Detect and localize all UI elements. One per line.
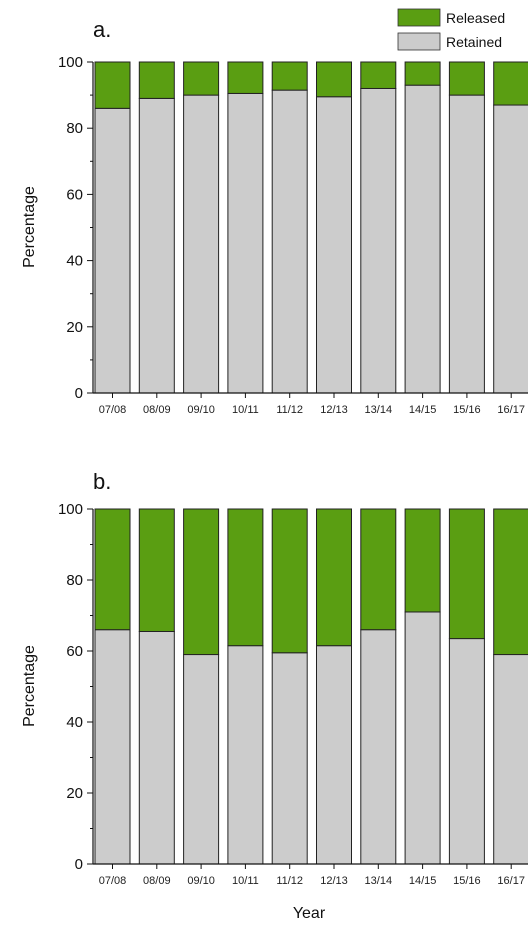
bar-released-16-17 bbox=[493, 61, 528, 106]
y-tick-label: 40 bbox=[66, 714, 83, 731]
bar-retained-07-08 bbox=[94, 107, 131, 394]
x-tick-label: 10/11 bbox=[232, 404, 259, 416]
bar-retained-09-10 bbox=[183, 94, 220, 394]
bar-released-13-14 bbox=[360, 508, 397, 631]
bar-retained-15-16 bbox=[448, 94, 485, 394]
bar-released-11-12 bbox=[271, 508, 308, 654]
bar-released-08-09 bbox=[138, 508, 175, 632]
x-tick-label: 12/13 bbox=[320, 875, 348, 887]
bar-retained-14-15 bbox=[404, 611, 441, 865]
bar-retained-10-11 bbox=[227, 645, 264, 865]
bar-retained-07-08 bbox=[94, 629, 131, 865]
legend: Released Retained bbox=[397, 8, 505, 51]
x-tick-label: 15/16 bbox=[453, 404, 481, 416]
bar-released-07-08 bbox=[94, 61, 131, 109]
x-tick-label: 12/13 bbox=[320, 404, 348, 416]
bar-retained-16-17 bbox=[493, 104, 528, 394]
bar-retained-13-14 bbox=[360, 629, 397, 865]
x-tick-label: 07/08 bbox=[99, 875, 127, 887]
panel-a: a. Percentage 07/08 08/09 09/10 10/11 11/12 12/… bbox=[21, 17, 528, 416]
bar-released-16-17 bbox=[493, 508, 528, 656]
x-tick-label: 14/15 bbox=[409, 875, 437, 887]
x-tick-label: 08/09 bbox=[143, 875, 171, 887]
bar-retained-16-17 bbox=[493, 654, 528, 865]
bar-released-07-08 bbox=[94, 508, 131, 631]
bar-released-08-09 bbox=[138, 61, 175, 99]
bar-released-10-11 bbox=[227, 61, 264, 94]
legend-label-retained: Retained bbox=[446, 34, 502, 50]
y-axis-title: Percentage bbox=[21, 645, 38, 727]
y-tick-label: 100 bbox=[58, 501, 83, 518]
bar-retained-08-09 bbox=[138, 97, 175, 394]
y-tick-label: 80 bbox=[66, 572, 83, 589]
x-tick-label: 16/17 bbox=[497, 875, 525, 887]
x-axis-title: Year bbox=[293, 905, 326, 922]
y-tick-label: 40 bbox=[66, 253, 83, 270]
bar-retained-13-14 bbox=[360, 87, 397, 394]
y-tick-label: 20 bbox=[66, 785, 83, 802]
x-tick-label: 09/10 bbox=[187, 875, 215, 887]
x-tick-label: 13/14 bbox=[365, 404, 393, 416]
bar-retained-11-12 bbox=[271, 89, 308, 394]
bar-released-13-14 bbox=[360, 61, 397, 89]
panel-b: b. Percentage 07/08 08/09 09/10 10/11 11/12 12/… bbox=[21, 469, 528, 922]
panel-title: a. bbox=[93, 17, 111, 42]
bar-retained-10-11 bbox=[227, 92, 264, 394]
bar-retained-12-13 bbox=[316, 645, 352, 865]
y-tick-label: 0 bbox=[75, 856, 83, 873]
x-tick-label: 13/14 bbox=[365, 875, 393, 887]
y-tick-label: 60 bbox=[66, 186, 83, 203]
bar-released-15-16 bbox=[448, 61, 485, 96]
bar-released-14-15 bbox=[404, 508, 441, 613]
y-tick-label: 100 bbox=[58, 54, 83, 71]
bar-released-15-16 bbox=[448, 508, 485, 640]
x-tick-label: 16/17 bbox=[497, 404, 525, 416]
y-tick-label: 0 bbox=[75, 385, 83, 402]
bar-released-12-13 bbox=[316, 61, 352, 98]
bar-released-12-13 bbox=[316, 508, 352, 647]
bar-retained-15-16 bbox=[448, 638, 485, 865]
bar-released-11-12 bbox=[271, 61, 308, 91]
bar-retained-11-12 bbox=[271, 652, 308, 865]
bar-released-09-10 bbox=[183, 508, 220, 656]
x-tick-label: 08/09 bbox=[143, 404, 171, 416]
legend-swatch-retained bbox=[397, 32, 441, 51]
y-tick-label: 20 bbox=[66, 319, 83, 336]
x-tick-label: 15/16 bbox=[453, 875, 481, 887]
legend-swatch-released bbox=[397, 8, 441, 27]
x-tick-label: 10/11 bbox=[232, 875, 259, 887]
x-tick-label: 11/12 bbox=[276, 875, 303, 887]
bar-retained-12-13 bbox=[316, 96, 352, 394]
legend-label-released: Released bbox=[446, 10, 505, 26]
bar-released-14-15 bbox=[404, 61, 441, 86]
x-tick-label: 11/12 bbox=[276, 404, 303, 416]
bar-retained-08-09 bbox=[138, 630, 175, 865]
x-tick-label: 09/10 bbox=[187, 404, 215, 416]
bar-released-09-10 bbox=[183, 61, 220, 96]
y-tick-label: 80 bbox=[66, 120, 83, 137]
bar-retained-14-15 bbox=[404, 84, 441, 394]
x-tick-label: 14/15 bbox=[409, 404, 437, 416]
panel-title: b. bbox=[93, 469, 111, 494]
bar-released-10-11 bbox=[227, 508, 264, 647]
y-axis-title: Percentage bbox=[21, 186, 38, 268]
x-tick-label: 07/08 bbox=[99, 404, 127, 416]
y-tick-label: 60 bbox=[66, 643, 83, 660]
bar-retained-09-10 bbox=[183, 654, 220, 865]
